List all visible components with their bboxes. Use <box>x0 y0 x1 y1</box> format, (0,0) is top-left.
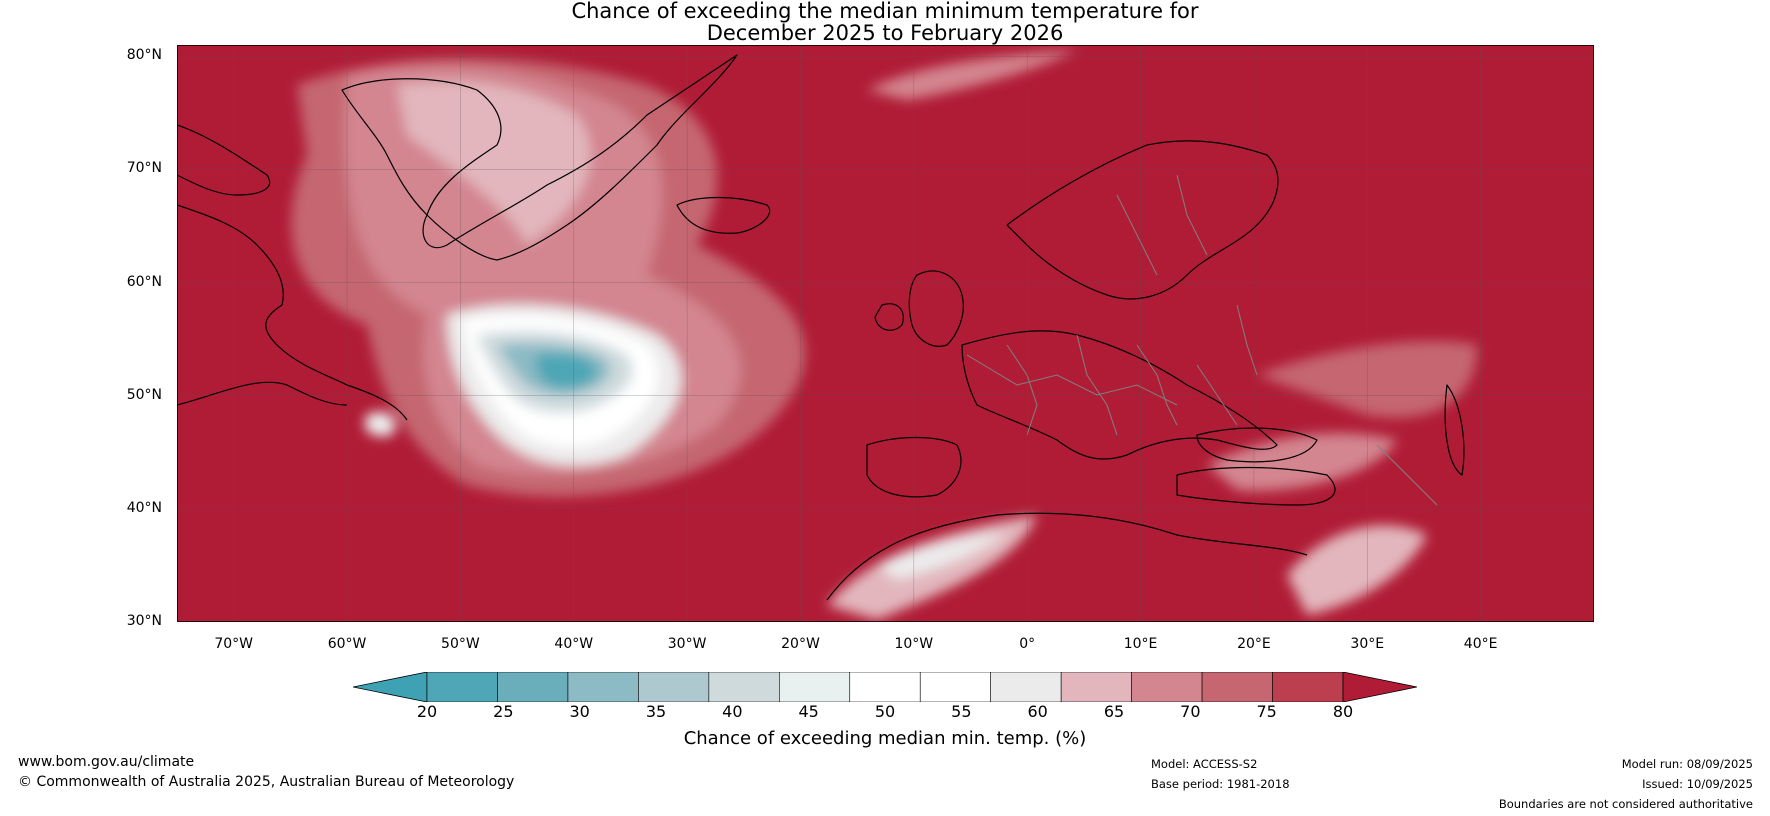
map-graticule <box>177 45 1594 622</box>
footer-model-run: Model run: 08/09/2025 <box>1621 757 1753 771</box>
coast-iceland <box>676 196 771 234</box>
colorbar-tick-label: 35 <box>645 702 667 721</box>
colorbar-tick-label: 45 <box>798 702 819 721</box>
latitude-tick-label: 60°N <box>126 273 162 290</box>
coast-greenland <box>341 54 738 261</box>
map-title-line2: December 2025 to February 2026 <box>706 21 1064 45</box>
colorbar-tick-label: 60 <box>1027 702 1048 721</box>
footer-url[interactable]: www.bom.gov.au/climate <box>18 754 195 770</box>
footer-issued: Issued: 10/09/2025 <box>1642 777 1753 791</box>
latitude-tick-label: 40°N <box>126 499 162 516</box>
colorbar-tick-label: 70 <box>1180 702 1201 721</box>
coast-north-africa <box>826 512 1308 601</box>
colorbar-over-triangle <box>1342 672 1417 702</box>
longitude-tick-label: 10°W <box>894 636 934 652</box>
colorbar-swatch <box>1272 672 1344 702</box>
colorbar-swatch <box>1131 672 1203 702</box>
colorbar-swatch <box>638 672 710 702</box>
contour-70-middle-east <box>1257 341 1477 418</box>
latitude-tick-label: 30°N <box>126 613 162 629</box>
latitude-tick-label: 50°N <box>126 386 162 403</box>
country-borders <box>966 174 1438 506</box>
coast-labrador <box>177 204 408 421</box>
coast-baffin <box>177 124 271 196</box>
coast-scandinavia <box>1006 140 1279 300</box>
colorbar-swatch <box>426 672 498 702</box>
longitude-tick-label: 0° <box>1019 636 1036 652</box>
contour-60-north-atlantic <box>397 81 591 245</box>
colorbar-swatch <box>849 672 921 702</box>
probability-map[interactable] <box>177 45 1594 622</box>
coast-iberia <box>866 436 962 498</box>
colorbar-tick-label: 25 <box>493 702 514 721</box>
probability-contours <box>291 50 1477 620</box>
contour-55-sahara <box>877 533 1007 580</box>
longitude-tick-label: 70°W <box>214 636 254 652</box>
latitude-tick-label: 70°N <box>126 160 162 177</box>
contour-60-levant <box>1287 525 1427 615</box>
colorbar-under-triangle <box>353 672 428 702</box>
footer-disclaimer: Boundaries are not considered authoritat… <box>1498 797 1753 811</box>
longitude-tick-label: 20°W <box>781 636 820 652</box>
colorbar-swatch <box>497 672 569 702</box>
contour-65-black-sea <box>1207 433 1397 491</box>
contour-65-svalbard <box>867 50 1077 100</box>
colorbar-tick-label: 40 <box>722 702 743 721</box>
colorbar-swatch <box>1060 672 1132 702</box>
longitude-tick-label: 30°W <box>667 636 707 652</box>
colorbar-label: Chance of exceeding median min. temp. (%… <box>683 728 1087 749</box>
longitude-tick-label: 40°W <box>554 636 594 652</box>
coast-turkey <box>1176 466 1336 506</box>
latitude-tick-label: 80°N <box>126 47 162 64</box>
coast-continental-europe <box>961 330 1278 460</box>
colorbar-swatch <box>708 672 780 702</box>
contour-60-cape-cod <box>364 411 396 437</box>
land-coastlines <box>177 54 1465 601</box>
longitude-tick-label: 50°W <box>441 636 480 652</box>
longitude-tick-label: 20°E <box>1237 636 1271 652</box>
map-panel[interactable] <box>177 45 1594 622</box>
map-title: Chance of exceeding the median minimum t… <box>0 0 1770 44</box>
map-title-line1: Chance of exceeding the median minimum t… <box>571 0 1199 23</box>
footer-base-period: Base period: 1981-2018 <box>1151 777 1290 791</box>
colorbar-swatch <box>990 672 1062 702</box>
colorbar-swatch <box>567 672 639 702</box>
colorbar <box>353 672 1417 702</box>
colorbar-swatch <box>919 672 991 702</box>
longitude-tick-label: 40°E <box>1463 636 1498 652</box>
colorbar-tick-label: 65 <box>1103 702 1125 721</box>
coast-caspian <box>1444 384 1465 476</box>
contour-20-cold-core <box>535 353 597 389</box>
colorbar-tick-label: 55 <box>951 702 972 721</box>
colorbar-swatch <box>779 672 851 702</box>
map-frame <box>177 45 1594 622</box>
longitude-tick-label: 60°W <box>327 636 367 652</box>
colorbar-swatch <box>1201 672 1273 702</box>
coast-black-sea <box>1196 427 1318 463</box>
footer-copyright: © Commonwealth of Australia 2025, Austra… <box>18 774 515 790</box>
longitude-tick-label: 10°E <box>1123 636 1158 652</box>
colorbar-tick-label: 50 <box>874 702 896 721</box>
colorbar-tick-label: 75 <box>1256 702 1277 721</box>
coast-british-isles <box>874 270 964 347</box>
colorbar-tick-label: 20 <box>416 702 438 721</box>
longitude-tick-label: 30°E <box>1350 636 1385 652</box>
colorbar-tick-label: 30 <box>569 702 590 721</box>
colorbar-tick-label: 80 <box>1332 702 1354 721</box>
footer-model: Model: ACCESS-S2 <box>1151 757 1258 771</box>
